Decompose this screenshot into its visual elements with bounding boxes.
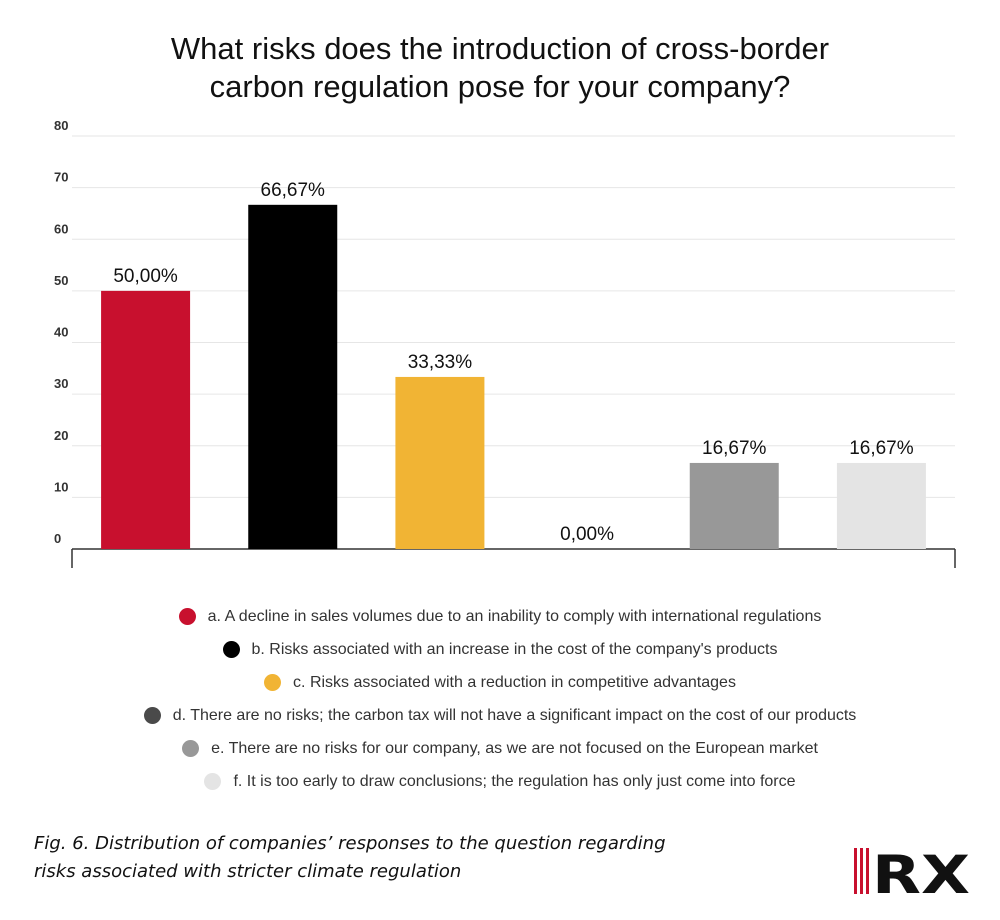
y-tick-label: 0 [54, 531, 61, 546]
y-tick-label: 30 [54, 376, 68, 391]
bar-data-label: 33,33% [408, 352, 473, 373]
legend-label: d. There are no risks; the carbon tax wi… [172, 706, 857, 724]
legend-swatch [182, 740, 200, 757]
legend-label: e. There are no risks for our company, a… [211, 739, 818, 757]
chart-title-line-2: carbon regulation pose for your company? [209, 69, 791, 104]
chart-title: What risks does the introduction of cros… [0, 30, 1000, 106]
bar [395, 376, 485, 549]
legend-label: b. Risks associated with an increase in … [251, 640, 778, 658]
bar-data-label: 16,67% [849, 438, 914, 459]
legend-swatch [222, 641, 240, 658]
y-tick-label: 80 [54, 118, 68, 133]
legend-item: e. There are no risks for our company, a… [0, 732, 1000, 765]
bar [836, 462, 926, 549]
legend-swatch [178, 608, 196, 625]
y-tick-label: 70 [54, 170, 68, 185]
legend-item: c. Risks associated with a reduction in … [0, 666, 1000, 699]
rx-logo: RX [854, 846, 970, 896]
y-tick-label: 60 [54, 221, 68, 236]
bar-data-label: 16,67% [702, 438, 767, 459]
legend-swatch [204, 773, 222, 790]
figure-caption: Fig. 6. Distribution of companies’ respo… [34, 830, 666, 886]
bar-data-label: 66,67% [261, 180, 326, 201]
legend-item: a. A decline in sales volumes due to an … [0, 600, 1000, 633]
legend-swatch [264, 674, 282, 691]
legend-item: d. There are no risks; the carbon tax wi… [0, 699, 1000, 732]
legend-label: c. Risks associated with a reduction in … [293, 673, 736, 691]
legend-item: f. It is too early to draw conclusions; … [0, 765, 1000, 798]
legend-swatch [143, 707, 161, 724]
bar [101, 290, 191, 549]
svg-text:RX: RX [872, 846, 970, 896]
y-tick-label: 50 [54, 273, 68, 288]
legend-label: a. A decline in sales volumes due to an … [207, 607, 822, 625]
chart-legend: a. A decline in sales volumes due to an … [0, 600, 1000, 798]
bar-data-label: 50,00% [113, 266, 178, 287]
y-tick-label: 20 [54, 428, 68, 443]
y-tick-label: 10 [54, 479, 68, 494]
chart-title-line-1: What risks does the introduction of cros… [170, 31, 830, 66]
legend-item: b. Risks associated with an increase in … [0, 633, 1000, 666]
bar [248, 204, 338, 549]
bar-chart: 0 10 20 30 40 50 60 70 80 50,00% 66,67% 33,33% 0,00%… [54, 118, 956, 568]
caption-line-2: risks associated with stricter climate r… [34, 861, 462, 882]
caption-line-1: Fig. 6. Distribution of companies’ respo… [34, 833, 666, 854]
y-tick-label: 40 [54, 325, 68, 340]
legend-label: f. It is too early to draw conclusions; … [233, 772, 796, 790]
bar-data-label: 0,00% [560, 524, 614, 545]
bar [689, 462, 779, 549]
